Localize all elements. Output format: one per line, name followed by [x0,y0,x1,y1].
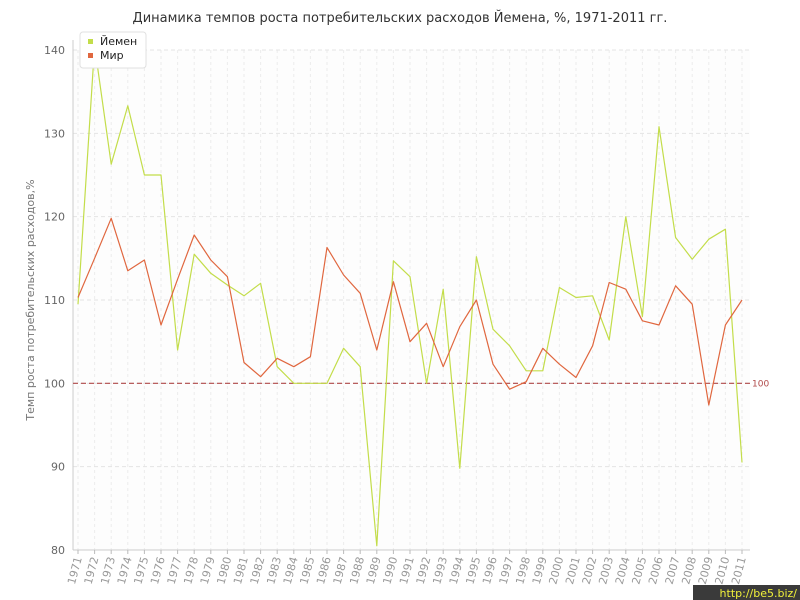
series-line-world [77,217,743,406]
y-tick-label: 130 [44,127,65,140]
chart-title: Динамика темпов роста потребительских ра… [133,10,668,26]
y-tick-label: 80 [51,544,65,557]
watermark-box[interactable]: http://be5.biz/ [693,585,800,600]
y-axis-ticks: 80 90 100 110 120 130 140 [44,44,65,557]
legend-item-label[interactable]: Йемен [100,35,137,48]
y-tick-label: 110 [44,294,65,307]
series-lines [77,45,743,547]
legend-item-label[interactable]: Мир [100,49,124,62]
y-tick-label: 120 [44,211,65,224]
legend-box [79,31,147,69]
y-axis-label: Темп роста потребительских расходов,% [24,179,37,421]
watermark-background [693,585,800,600]
y-tick-label: 90 [51,461,65,474]
legend-swatch [88,39,93,44]
y-tick-label: 100 [44,377,65,390]
reference-line-label: 100 [752,379,769,389]
watermark-link[interactable]: http://be5.biz/ [720,587,798,600]
legend-swatch [88,53,93,58]
series-line-yemen [77,45,743,547]
y-tick-label: 140 [44,44,65,57]
reference-line-group: 100 [73,379,769,389]
